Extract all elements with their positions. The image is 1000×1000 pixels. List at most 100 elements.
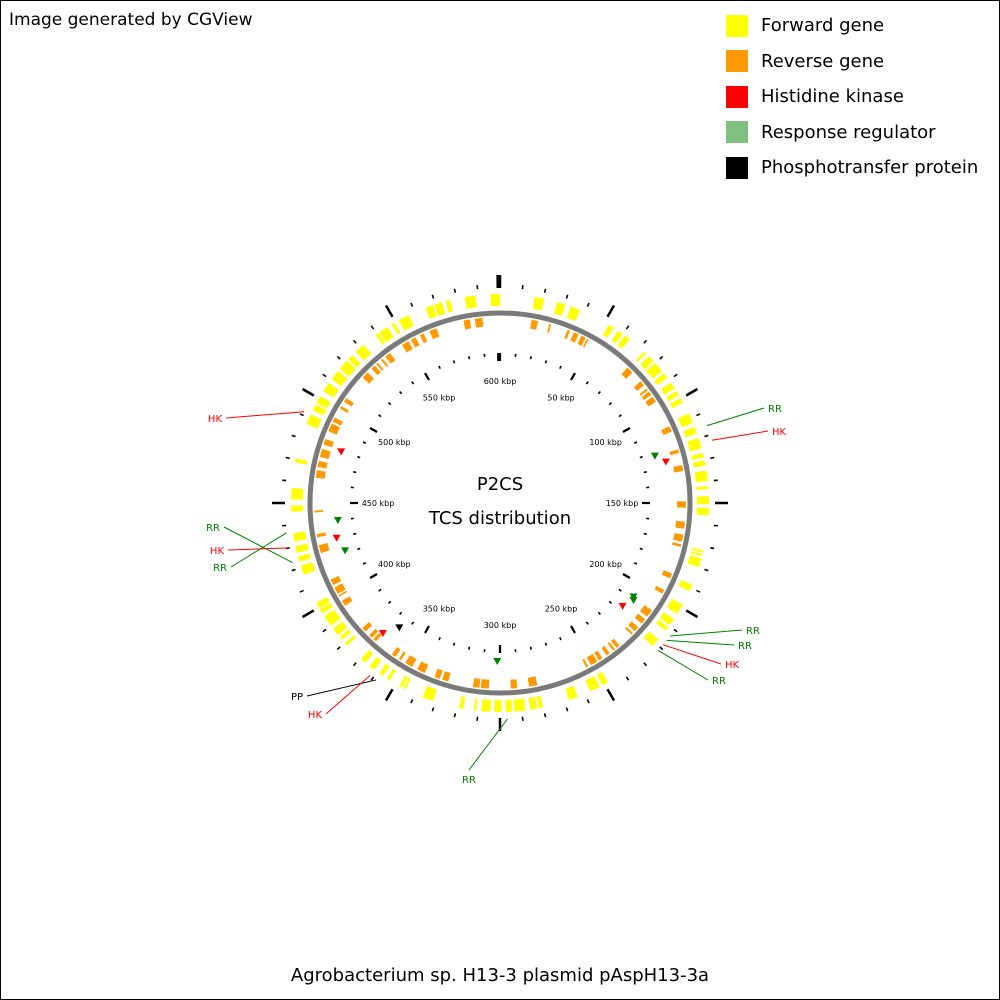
reverse-gene — [601, 645, 610, 656]
reverse-gene — [654, 585, 665, 594]
reverse-gene — [317, 460, 328, 469]
reverse-gene — [628, 621, 639, 632]
reverse-gene — [362, 372, 375, 384]
forward-gene — [532, 296, 545, 311]
ruler-tick-label: 600 kbp — [484, 377, 517, 386]
outer-major-tick — [384, 688, 394, 702]
forward-gene — [332, 621, 348, 636]
outer-minor-tick — [673, 628, 678, 633]
ruler-minor-tick — [643, 532, 647, 535]
forward-gene — [677, 413, 693, 428]
reverse-gene — [673, 465, 684, 473]
forward-gene — [300, 562, 316, 575]
reverse-gene — [607, 642, 616, 651]
forward-gene — [640, 356, 654, 370]
reverse-gene — [341, 596, 353, 606]
reverse-gene — [639, 388, 648, 396]
forward-gene — [683, 426, 698, 438]
forward-gene — [379, 326, 394, 343]
outer-minor-tick — [285, 456, 290, 460]
legend-item-reverse-gene: Reverse gene — [726, 44, 978, 80]
legend-label: Reverse gene — [761, 50, 885, 72]
ruler-minor-tick — [529, 646, 532, 650]
histidine-kinase-swatch — [726, 85, 748, 108]
legend-label: Phosphotransfer protein — [761, 157, 979, 179]
forward-gene — [473, 698, 478, 711]
ruler-tick-label: 550 kbp — [423, 393, 456, 402]
hk-marker — [378, 630, 387, 638]
reverse-gene — [328, 423, 340, 435]
outer-minor-tick — [410, 302, 414, 307]
reverse-gene-swatch — [726, 50, 748, 73]
ruler-tick-label: 100 kbp — [589, 438, 622, 447]
forward-gene — [602, 324, 614, 338]
ruler-minor-tick — [353, 471, 357, 474]
forward-gene — [691, 452, 704, 461]
reverse-gene — [510, 679, 518, 689]
outer-minor-tick — [696, 413, 701, 417]
forward-gene — [295, 543, 309, 554]
callout-label-rr: RR — [206, 523, 220, 534]
forward-gene — [360, 650, 374, 663]
forward-gene — [319, 602, 333, 614]
forward-gene — [464, 295, 477, 309]
forward-gene — [297, 553, 311, 562]
forward-gene — [434, 302, 446, 317]
forward-gene — [339, 360, 356, 377]
outer-minor-tick — [410, 699, 414, 704]
forward-gene — [656, 619, 669, 631]
ruler-major-tick — [570, 372, 576, 381]
callout-line — [230, 532, 287, 568]
legend-item-forward-gene: Forward gene — [726, 8, 978, 44]
ruler-minor-tick — [387, 402, 392, 406]
backbone-ring — [307, 310, 693, 696]
forward-gene — [696, 486, 709, 490]
callout-line — [662, 644, 722, 665]
ruler-minor-tick — [468, 646, 471, 650]
outer-major-tick — [301, 387, 315, 397]
rr-marker — [629, 596, 638, 604]
outer-minor-tick — [299, 589, 304, 593]
reverse-gene — [586, 653, 598, 666]
outer-minor-tick — [710, 456, 715, 460]
reverse-gene — [371, 365, 381, 376]
forward-gene — [481, 699, 492, 712]
forward-gene — [490, 294, 501, 307]
outer-minor-tick — [643, 662, 648, 667]
ruler-tick-label: 400 kbp — [378, 560, 411, 569]
ruler-minor-tick — [585, 621, 589, 625]
forward-gene-swatch — [726, 14, 748, 37]
ruler-minor-tick — [378, 588, 382, 592]
reverse-gene — [661, 570, 673, 579]
outer-minor-tick — [299, 413, 304, 417]
ruler-tick-label: 350 kbp — [423, 605, 456, 614]
ruler-major-tick — [424, 372, 430, 381]
outer-minor-tick — [586, 302, 590, 307]
outer-minor-tick — [696, 589, 701, 593]
ruler-minor-tick — [639, 547, 643, 551]
forward-gene — [331, 370, 348, 387]
forward-gene — [643, 631, 659, 646]
outer-minor-tick — [322, 628, 327, 633]
reverse-gene — [621, 367, 633, 379]
reverse-gene — [675, 520, 686, 529]
forward-gene — [505, 699, 513, 712]
ruler-minor-tick — [452, 360, 456, 364]
hk-marker — [618, 602, 627, 610]
reverse-gene — [398, 651, 406, 661]
outer-minor-tick — [543, 713, 547, 718]
forward-gene — [696, 507, 709, 516]
ruler-major-tick — [424, 625, 430, 634]
reverse-gene — [369, 628, 379, 638]
forward-gene — [355, 344, 372, 361]
hk-marker — [661, 458, 670, 466]
forward-gene — [536, 695, 543, 709]
reverse-gene — [577, 335, 586, 346]
reverse-gene — [672, 542, 682, 547]
callout-label-rr: RR — [213, 563, 227, 574]
outer-minor-tick — [659, 355, 664, 360]
forward-gene — [528, 696, 538, 710]
ruler-minor-tick — [438, 365, 441, 370]
ruler-tick-label: 250 kbp — [545, 605, 578, 614]
